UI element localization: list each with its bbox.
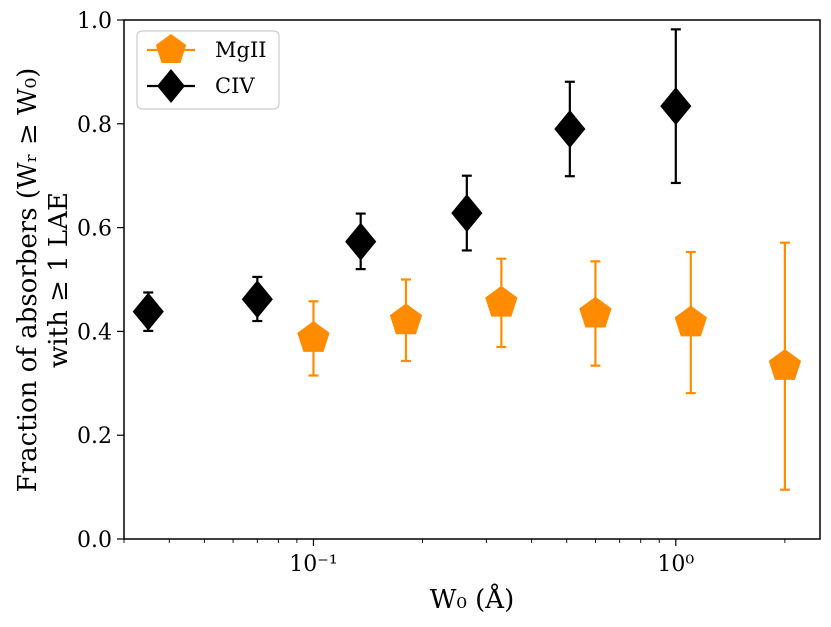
y-axis-label-line2: with ≥ 1 LAE bbox=[44, 192, 74, 368]
series-civ bbox=[132, 28, 692, 332]
y-tick-label-3: 0.6 bbox=[77, 217, 112, 242]
legend-entry-civ: CIV bbox=[147, 69, 255, 103]
y-axis-label: Fraction of absorbers (Wᵣ ≥ W₀) with ≥ 1… bbox=[13, 68, 74, 493]
point-civ-4 bbox=[554, 109, 586, 148]
legend-label-civ: CIV bbox=[215, 74, 255, 98]
x-tick-label-0: 10⁻¹ bbox=[289, 552, 337, 577]
y-axis-label-line1: Fraction of absorbers (Wᵣ ≥ W₀) bbox=[13, 68, 43, 493]
y-tick-label-0: 0.0 bbox=[77, 528, 112, 553]
legend-entry-mgii: MgII bbox=[147, 34, 267, 63]
point-civ-2 bbox=[345, 222, 377, 261]
plot-frame bbox=[123, 19, 821, 540]
y-tick-label-5: 1.0 bbox=[77, 9, 112, 34]
x-axis-label: W₀ (Å) bbox=[430, 583, 514, 615]
point-mgii-3 bbox=[579, 296, 612, 328]
point-mgii-4 bbox=[674, 305, 707, 337]
legend-label-mgii: MgII bbox=[215, 38, 267, 62]
point-mgii-0 bbox=[297, 321, 330, 352]
x-axis-ticks: 10⁻¹ 10⁰ bbox=[123, 539, 786, 577]
point-civ-5 bbox=[660, 87, 692, 126]
legend-marker-civ bbox=[157, 69, 185, 103]
point-civ-1 bbox=[241, 280, 273, 319]
series-mgii bbox=[297, 241, 802, 491]
point-mgii-5 bbox=[768, 349, 802, 380]
x-tick-label-1: 10⁰ bbox=[657, 552, 694, 577]
y-axis-ticks: 0.0 0.2 0.4 0.6 0.8 1.0 bbox=[77, 9, 124, 553]
point-mgii-2 bbox=[485, 285, 518, 317]
point-civ-3 bbox=[451, 194, 483, 233]
point-mgii-1 bbox=[389, 303, 423, 335]
legend: MgII CIV bbox=[136, 30, 280, 110]
series-layer bbox=[132, 28, 802, 491]
legend-marker-mgii bbox=[155, 34, 187, 63]
point-civ-0 bbox=[132, 292, 164, 331]
y-tick-label-4: 0.8 bbox=[77, 113, 112, 138]
y-tick-label-2: 0.4 bbox=[77, 320, 112, 345]
y-tick-label-1: 0.2 bbox=[77, 424, 112, 449]
